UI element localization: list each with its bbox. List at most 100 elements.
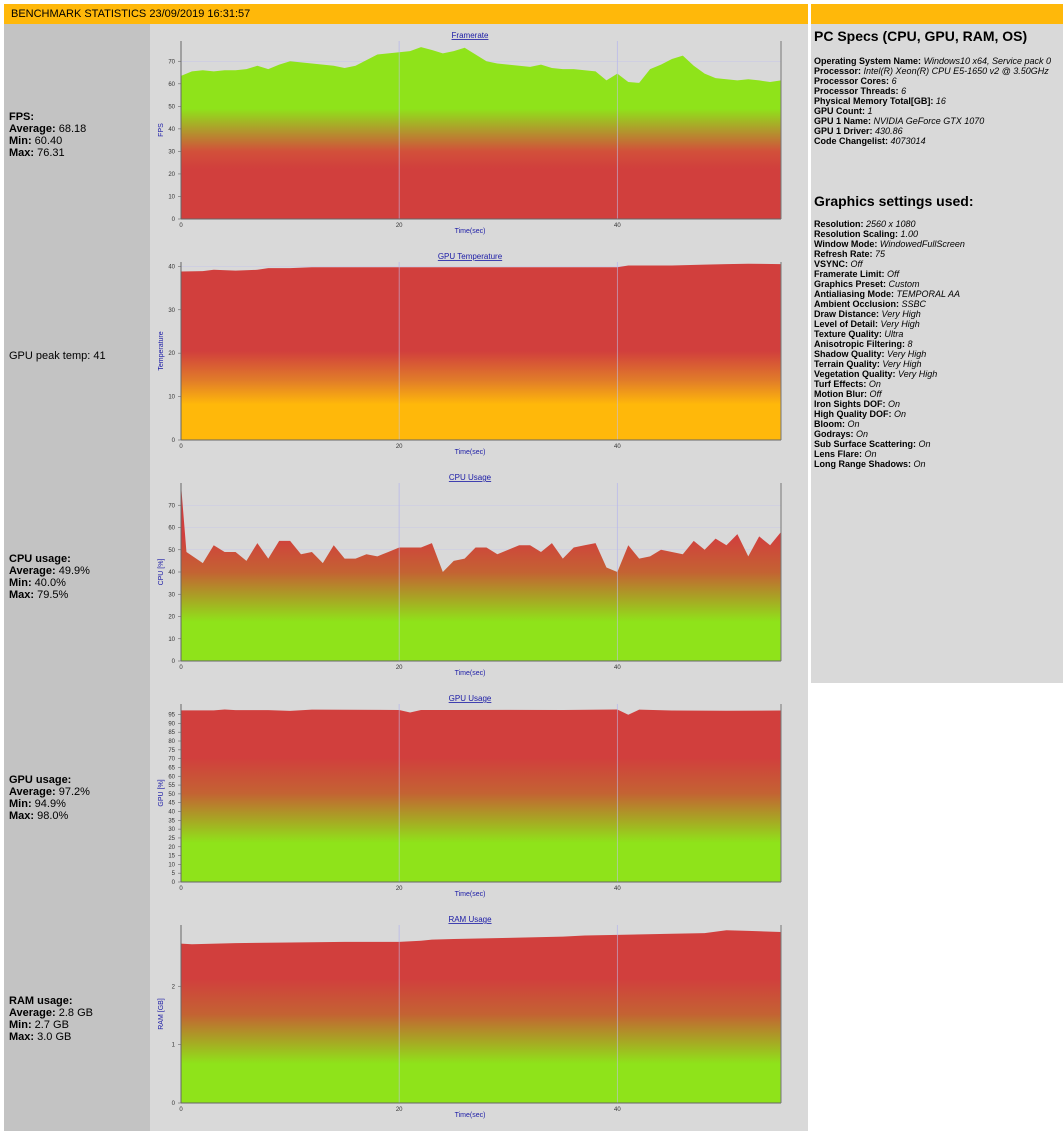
graphics-setting-label: Ambient Occlusion: <box>814 299 900 309</box>
graphics-setting-value: Custom <box>888 279 920 289</box>
y-tick-label: 20 <box>168 172 175 178</box>
y-tick-label: 0 <box>172 659 176 665</box>
y-tick-label: 30 <box>168 592 175 598</box>
graphics-setting-row: Level of Detail: Very High <box>814 319 1060 329</box>
x-tick-label: 20 <box>396 886 403 892</box>
ram-stats: RAM usage: Average: 2.8 GB Min: 2.7 GB M… <box>9 995 93 1043</box>
graphics-setting-row: Terrain Quality: Very High <box>814 359 1060 369</box>
y-tick-label: 30 <box>168 308 175 314</box>
spec-row: Code Changelist: 4073014 <box>814 136 1060 146</box>
spec-value: 16 <box>935 96 946 106</box>
x-axis-label: Time(sec) <box>455 670 486 677</box>
graphics-setting-value: Very High <box>880 319 920 329</box>
y-tick-label: 0 <box>172 1101 176 1107</box>
gpu-heading: GPU usage: <box>9 774 72 786</box>
graphics-setting-row: Graphics Preset: Custom <box>814 279 1060 289</box>
graphics-setting-label: Motion Blur: <box>814 389 867 399</box>
graphics-setting-row: Anisotropic Filtering: 8 <box>814 339 1060 349</box>
cpu-stats: CPU usage: Average: 49.9% Min: 40.0% Max… <box>9 553 90 601</box>
gpu-avg-label: Average: <box>9 786 56 798</box>
graphics-setting-label: Draw Distance: <box>814 309 880 319</box>
graphics-setting-label: High Quality DOF: <box>814 409 892 419</box>
y-tick-label: 10 <box>168 862 175 868</box>
gpu-usage-chart: 0 5 10 15 20 25 30 35 40 45 50 55 60 65 70 75 80 85 90 95 0 2… <box>158 694 782 898</box>
ram-heading: RAM usage: <box>9 995 73 1007</box>
spec-value: 4073014 <box>890 136 926 146</box>
graphics-setting-value: SSBC <box>901 299 927 309</box>
pc-specs-title: PC Specs (CPU, GPU, RAM, OS) <box>814 28 1028 44</box>
chart-title: GPU Temperature <box>438 252 503 261</box>
graphics-setting-row: Turf Effects: On <box>814 379 1060 389</box>
gpu-avg-value: 97.2% <box>58 786 90 798</box>
y-tick-label: 45 <box>168 801 175 807</box>
x-tick-label: 20 <box>396 665 403 671</box>
chart-title: GPU Usage <box>449 694 492 703</box>
graphics-setting-value: Ultra <box>884 329 904 339</box>
graphics-setting-row: Texture Quality: Ultra <box>814 329 1060 339</box>
stats-column <box>4 24 150 1131</box>
spec-label: Code Changelist: <box>814 136 889 146</box>
gpu-min-label: Min: <box>9 798 32 810</box>
ram-max-value: 3.0 GB <box>37 1031 72 1043</box>
y-axis-label: CPU [%] <box>158 559 165 586</box>
data-area <box>181 263 781 440</box>
fps-min-value: 60.40 <box>34 135 63 147</box>
y-tick-label: 60 <box>168 82 175 88</box>
graphics-settings-list: Resolution: 2560 x 1080 Resolution Scalin… <box>814 219 1060 469</box>
graphics-setting-value: 75 <box>875 249 886 259</box>
y-tick-label: 0 <box>172 438 176 444</box>
y-axis-label: GPU [%] <box>158 779 165 806</box>
y-tick-label: 70 <box>168 503 175 509</box>
x-tick-label: 0 <box>179 1107 183 1113</box>
cpu-min-label: Min: <box>9 577 32 589</box>
y-tick-label: 60 <box>168 774 175 780</box>
graphics-setting-value: On <box>894 409 907 419</box>
spec-label: Physical Memory Total[GB]: <box>814 96 934 106</box>
graphics-setting-label: Framerate Limit: <box>814 269 885 279</box>
graphics-setting-row: Iron Sights DOF: On <box>814 399 1060 409</box>
y-tick-label: 40 <box>168 264 175 270</box>
graphics-setting-row: Vegetation Quality: Very High <box>814 369 1060 379</box>
graphics-setting-label: Long Range Shadows: <box>814 459 912 469</box>
y-tick-label: 60 <box>168 526 175 532</box>
x-axis-label: Time(sec) <box>455 891 486 898</box>
spec-row: Operating System Name: Windows10 x64, Se… <box>814 56 1060 66</box>
graphics-setting-row: Motion Blur: Off <box>814 389 1060 399</box>
x-tick-label: 0 <box>179 665 183 671</box>
spec-value: 6 <box>891 76 897 86</box>
graphics-setting-label: Anisotropic Filtering: <box>814 339 905 349</box>
y-tick-label: 10 <box>168 637 175 643</box>
graphics-setting-row: Bloom: On <box>814 419 1060 429</box>
graphics-setting-value: On <box>856 429 869 439</box>
y-tick-label: 85 <box>168 730 175 736</box>
graphics-setting-label: Antialiasing Mode: <box>814 289 895 299</box>
spec-label: GPU 1 Driver: <box>814 126 873 136</box>
specs-header-bar <box>811 4 1063 24</box>
y-tick-label: 55 <box>168 783 175 789</box>
spec-value: 6 <box>901 86 907 96</box>
graphics-setting-value: Off <box>850 259 863 269</box>
benchmark-title: BENCHMARK STATISTICS 23/09/2019 16:31:57 <box>11 8 251 20</box>
graphics-setting-label: Resolution Scaling: <box>814 229 899 239</box>
chart-title: Framerate <box>452 31 489 40</box>
graphics-setting-value: Very High <box>882 359 922 369</box>
y-tick-label: 50 <box>168 548 175 554</box>
graphics-setting-value: Very High <box>898 369 938 379</box>
graphics-setting-value: WindowedFullScreen <box>879 239 965 249</box>
y-tick-label: 1 <box>172 1043 176 1049</box>
graphics-setting-value: On <box>847 419 860 429</box>
spec-label: Operating System Name: <box>814 56 922 66</box>
graphics-setting-row: Draw Distance: Very High <box>814 309 1060 319</box>
spec-value: NVIDIA GeForce GTX 1070 <box>873 116 985 126</box>
y-tick-label: 65 <box>168 765 175 771</box>
y-tick-label: 10 <box>168 194 175 200</box>
gpu-temp-stats: GPU peak temp: 41 <box>9 350 106 362</box>
cpu-heading: CPU usage: <box>9 553 71 565</box>
y-axis-label: RAM [GB] <box>158 998 165 1030</box>
y-axis-label: FPS <box>158 123 165 137</box>
cpu-avg-label: Average: <box>9 565 56 577</box>
y-tick-label: 90 <box>168 721 175 727</box>
gpu-max-value: 98.0% <box>37 810 69 822</box>
y-tick-label: 80 <box>168 739 175 745</box>
